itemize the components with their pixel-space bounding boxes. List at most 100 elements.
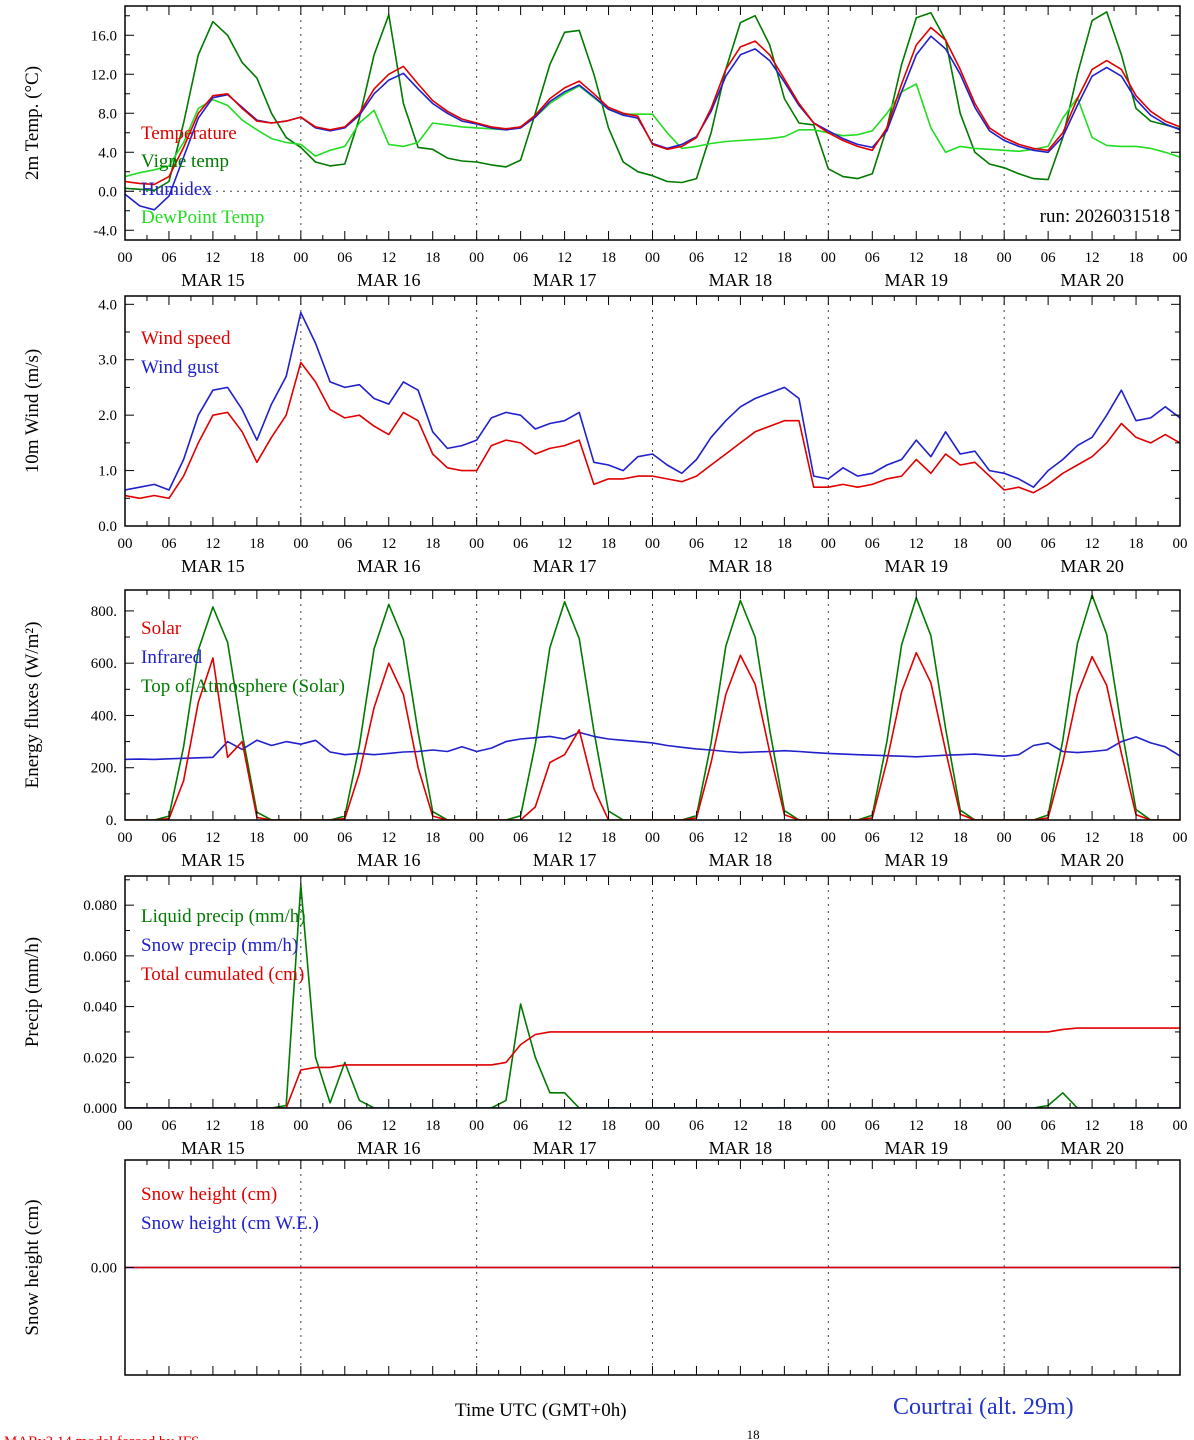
hour-tick-label: 00 <box>997 250 1012 266</box>
hour-tick-label: 18 <box>249 1118 264 1134</box>
hour-tick-label: 00 <box>821 1118 836 1134</box>
hour-tick-label: 12 <box>205 1118 220 1134</box>
y-tick-label: 16.0 <box>91 28 117 44</box>
day-label: MAR 15 <box>181 850 245 870</box>
hour-tick-label: 18 <box>1129 250 1144 266</box>
legend-wind-gust: Wind gust <box>141 357 220 378</box>
hour-tick-label: 06 <box>1041 536 1057 552</box>
day-label: MAR 16 <box>357 1138 421 1158</box>
day-label: MAR 16 <box>357 556 421 576</box>
hour-tick-label: 06 <box>865 830 881 846</box>
y-axis-title-temperature: 2m Temp. (°C) <box>22 66 43 180</box>
hour-tick-label: 00 <box>469 1118 484 1134</box>
credit-line-1: MARv3.14 model forced by IFS <box>4 1432 270 1440</box>
y-tick-label: 0.060 <box>83 949 117 965</box>
y-axis-title-snow: Snow height (cm) <box>22 1199 43 1335</box>
y-tick-label: 0.080 <box>83 898 117 914</box>
legend-infrared: Infrared <box>141 647 203 668</box>
day-label: MAR 17 <box>533 1138 597 1158</box>
hour-tick-label: 12 <box>557 536 572 552</box>
hour-tick-label: 12 <box>733 830 748 846</box>
hour-tick-label: 00 <box>469 536 484 552</box>
hour-tick-label: 12 <box>205 830 220 846</box>
day-label: MAR 20 <box>1060 556 1124 576</box>
hour-tick-label: 12 <box>1085 830 1100 846</box>
day-label: MAR 15 <box>181 556 245 576</box>
hour-tick-label: 18 <box>777 250 792 266</box>
hour-tick-label: 18 <box>425 250 440 266</box>
hour-tick-label: 18 <box>777 1118 792 1134</box>
hour-tick-label: 06 <box>1041 1118 1057 1134</box>
hour-tick-label: 00 <box>645 250 660 266</box>
hour-tick-label: 00 <box>821 830 836 846</box>
day-label: MAR 20 <box>1060 1138 1124 1158</box>
day-label: MAR 17 <box>533 270 597 290</box>
legend-top-of-atmosphere-solar-: Top of Atmosphere (Solar) <box>141 676 345 697</box>
temperature-series-vigne-temp <box>125 11 1180 192</box>
hour-tick-label: 12 <box>909 1118 924 1134</box>
y-axis-title-precip: Precip (mm/h) <box>22 937 43 1047</box>
plot-frame <box>124 295 1181 527</box>
hour-tick-label: 00 <box>997 536 1012 552</box>
hour-tick-label: 06 <box>513 1118 529 1134</box>
hour-tick-label: 00 <box>293 250 308 266</box>
hour-tick-label: 18 <box>425 830 440 846</box>
hour-tick-label: 12 <box>909 250 924 266</box>
hour-tick-label: 12 <box>205 536 220 552</box>
y-axis-title-flux: Energy fluxes (W/m²) <box>22 622 43 789</box>
temperature-series-temperature <box>125 26 1180 186</box>
hour-tick-label: 00 <box>118 250 133 266</box>
legend-dewpoint-temp: DewPoint Temp <box>141 207 264 228</box>
hour-tick-label: 06 <box>689 830 705 846</box>
hour-tick-label: 18 <box>953 536 968 552</box>
day-label: MAR 19 <box>884 556 948 576</box>
hour-tick-label: 12 <box>557 250 572 266</box>
hour-tick-label: 06 <box>865 536 881 552</box>
day-label: MAR 18 <box>709 270 773 290</box>
legend-temperature: Temperature <box>141 123 237 144</box>
hour-tick-label: 18 <box>601 536 616 552</box>
hour-tick-label: 18 <box>953 250 968 266</box>
hour-tick-label: 06 <box>513 830 529 846</box>
legend-liquid-precip-mm-h-: Liquid precip (mm/h) <box>141 906 306 927</box>
hour-tick-label: 06 <box>689 536 705 552</box>
hour-tick-label: 00 <box>645 830 660 846</box>
day-label: MAR 19 <box>884 850 948 870</box>
hour-tick-label: 18 <box>1129 536 1144 552</box>
hour-tick-label: 06 <box>337 830 353 846</box>
hour-tick-label: 12 <box>1085 250 1100 266</box>
hour-tick-label: 06 <box>337 1118 353 1134</box>
run-label: run: 2026031518 <box>1040 206 1170 227</box>
hour-tick-label: 12 <box>381 250 396 266</box>
hour-tick-label: 18 <box>425 536 440 552</box>
hour-tick-label: 18 <box>601 830 616 846</box>
hour-tick-label: 00 <box>821 536 836 552</box>
day-label: MAR 15 <box>181 270 245 290</box>
hour-tick-label: 12 <box>381 830 396 846</box>
day-label: MAR 16 <box>357 270 421 290</box>
y-tick-label: 4.0 <box>98 145 117 161</box>
hour-tick-label: 18 <box>1129 1118 1144 1134</box>
y-tick-label: 3.0 <box>98 353 117 369</box>
hour-tick-label: 12 <box>557 1118 572 1134</box>
day-label: MAR 17 <box>533 556 597 576</box>
plot-frame <box>124 589 1181 821</box>
snow-panel: 0.00 Snow height (cm) Snow height (cm) Snow… <box>22 1159 1181 1376</box>
flux-panel: 800.600.400.200.0.00 06 12 18 00 06 12 18 00 06 12… <box>22 589 1188 870</box>
hour-tick-label: 00 <box>293 1118 308 1134</box>
wind-panel: 4.03.02.01.00.000 06 12 18 00 06 12 18 00 06 12 18 0… <box>22 295 1188 576</box>
hour-tick-label: 18 <box>777 536 792 552</box>
hour-tick-label: 00 <box>821 250 836 266</box>
forecast-date: 18 MAR <box>722 1384 784 1440</box>
hour-tick-label: 00 <box>293 830 308 846</box>
day-label: MAR 16 <box>357 850 421 870</box>
y-tick-label: 800. <box>91 604 117 620</box>
y-tick-label: 0.0 <box>98 184 117 200</box>
time-axis-label: Time UTC (GMT+0h) <box>455 1400 627 1421</box>
hour-tick-label: 06 <box>161 830 177 846</box>
y-tick-label: 0.040 <box>83 1000 117 1016</box>
hour-tick-label: 06 <box>337 250 353 266</box>
